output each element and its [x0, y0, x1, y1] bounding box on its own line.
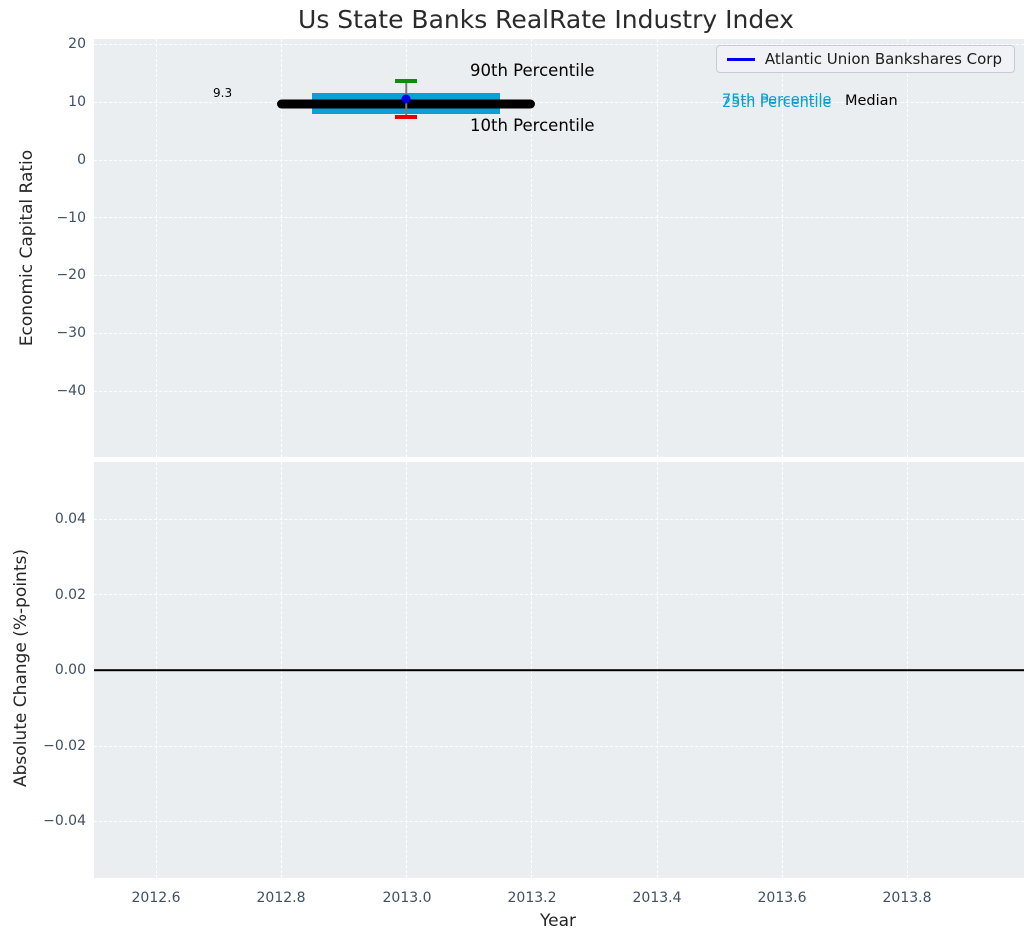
ytick-label: 10: [68, 93, 86, 110]
gridline: [406, 39, 408, 457]
gridline: [94, 745, 1024, 747]
top-axes: 9.3 90th Percentile 10th Percentile 75th…: [94, 39, 1024, 457]
ytick-label: 0.00: [54, 662, 86, 678]
xtick-label: 2013.0: [382, 890, 432, 906]
legend: Atlantic Union Bankshares Corp: [715, 45, 1015, 73]
gridline: [781, 39, 783, 457]
gridline: [156, 39, 158, 457]
ytick-label: 0.02: [54, 586, 86, 603]
ytick-label: −10: [56, 209, 86, 226]
p25-label: 25th Percentile: [722, 95, 832, 111]
top-ytick-labels: 20 10 0 −10 −20 −30 −40: [0, 36, 86, 457]
bottom-axes: [94, 462, 1024, 878]
ytick-label: −0.02: [43, 737, 86, 754]
gridline: [94, 594, 1024, 596]
p10-cap: [395, 115, 418, 120]
xtick-label: 2013.8: [882, 890, 932, 906]
gridline: [94, 217, 1024, 219]
xtick-label: 2013.2: [507, 890, 557, 906]
ytick-label: −0.04: [43, 813, 86, 829]
xtick-label: 2012.6: [131, 890, 181, 906]
p90-label: 90th Percentile: [470, 61, 595, 80]
p10-label: 10th Percentile: [470, 116, 595, 135]
legend-label: Atlantic Union Bankshares Corp: [764, 50, 1002, 68]
ytick-label: −40: [56, 382, 86, 399]
ytick-label: 0.04: [54, 511, 86, 527]
median-value-annotation: 9.3: [213, 86, 233, 100]
chart-title: Us State Banks RealRate Industry Index: [298, 5, 794, 34]
company-marker: [401, 94, 411, 104]
gridline: [94, 159, 1024, 161]
gridline: [281, 39, 283, 457]
gridline: [94, 390, 1024, 392]
p90-cap: [395, 79, 418, 84]
ytick-label: 0: [77, 151, 86, 168]
gridline: [656, 39, 658, 457]
xtick-label: 2013.4: [632, 890, 682, 906]
ytick-label: −30: [56, 325, 86, 342]
gridline: [94, 101, 1024, 103]
bottom-ytick-labels: 0.04 0.02 0.00 −0.02 −0.04: [0, 462, 86, 878]
legend-line-sample: [726, 57, 755, 61]
top-y-axis-label: Economic Capital Ratio: [17, 149, 37, 347]
xtick-label: 2012.8: [256, 890, 306, 906]
zero-line: [94, 669, 1024, 671]
median-label: Median: [845, 93, 898, 109]
gridline: [906, 39, 908, 457]
bottom-y-axis-label: Absolute Change (%-points): [11, 549, 31, 787]
ytick-label: 20: [68, 36, 86, 52]
p75-label: 75th Percentile: [722, 92, 832, 108]
xtick-labels: 2012.6 2012.8 2013.0 2013.2 2013.4 2013.…: [94, 890, 1024, 910]
x-axis-label: Year: [540, 911, 576, 931]
xtick-label: 2013.6: [757, 890, 807, 906]
gridline: [94, 518, 1024, 520]
gridline: [94, 333, 1024, 335]
gridline: [94, 275, 1024, 277]
gridline: [94, 821, 1024, 822]
gridline: [94, 44, 1024, 46]
gridline: [531, 39, 533, 457]
ytick-label: −20: [56, 267, 86, 284]
